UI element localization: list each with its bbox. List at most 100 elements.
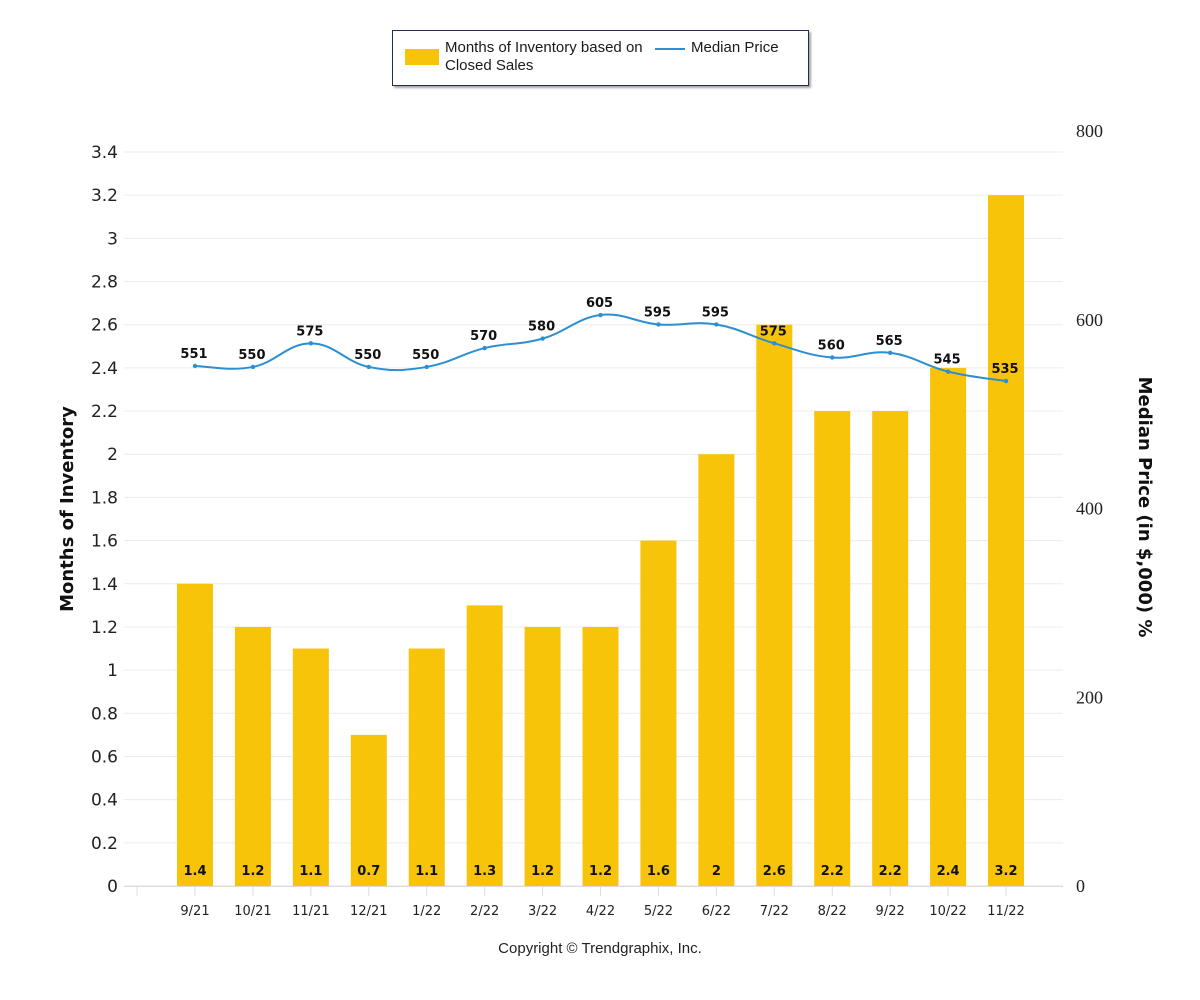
x-tick-label: 10/22	[929, 904, 966, 919]
bar	[466, 605, 503, 886]
x-tick-label: 11/21	[292, 904, 329, 919]
y2-tick-label: 600	[1076, 310, 1103, 330]
y-axis-right: 0 200 400 600 800	[1076, 121, 1103, 896]
bar-data-label: 1.2	[241, 864, 264, 879]
line-point	[482, 345, 487, 351]
x-tick-label: 7/22	[760, 904, 789, 919]
bar-data-label: 1.2	[589, 864, 612, 879]
bar-data-label: 1.1	[415, 864, 438, 879]
x-tick-label: 10/21	[234, 904, 271, 919]
line-point	[945, 369, 951, 374]
bar-series: 1.4 1.2 1.1 0.7 1.1 1.3 1.2 1.2 1.6 2 2.6 2.2 2.2 2.4…	[177, 195, 1025, 887]
copyright-text: Copyright © Trendgraphix, Inc.	[498, 940, 702, 957]
bar	[930, 367, 967, 887]
bar-data-label: 1.2	[531, 864, 554, 879]
bar-data-label: 1.6	[647, 864, 670, 879]
y-tick-label: 2.4	[91, 359, 118, 379]
bar	[582, 626, 619, 886]
line-point	[714, 322, 719, 327]
legend-swatch-inventory[interactable]	[405, 49, 439, 65]
bar-data-label: 2.2	[821, 864, 844, 879]
x-tick-label: 11/22	[987, 904, 1024, 919]
bar	[872, 411, 909, 886]
y2-tick-label: 0	[1076, 876, 1085, 896]
y-tick-label: 0.2	[91, 834, 118, 854]
bar-data-label: 2.6	[763, 864, 786, 879]
bar	[698, 454, 735, 886]
x-tick-label: 1/22	[412, 904, 441, 919]
x-tick-label: 4/22	[586, 904, 615, 919]
line-data-label: 575	[760, 324, 787, 339]
line-data-label: 545	[934, 353, 961, 368]
line-data-label: 550	[238, 348, 265, 363]
y-tick-label: 2	[107, 445, 118, 465]
line-data-label: 595	[702, 305, 729, 320]
line-point	[830, 355, 835, 360]
bar-data-label: 2.4	[937, 864, 960, 879]
line-point	[1003, 378, 1009, 384]
line-point	[887, 350, 893, 355]
x-tick-label: 8/22	[818, 904, 847, 919]
x-tick-label: 3/22	[528, 904, 557, 919]
y-tick-label: 0	[107, 877, 118, 897]
bar-data-label: 0.7	[357, 864, 380, 879]
x-tick-label: 6/22	[702, 904, 731, 919]
y-tick-label: 3	[107, 229, 118, 249]
x-tick-label: 12/21	[350, 904, 387, 919]
y2-tick-label: 400	[1076, 499, 1103, 519]
line-point	[772, 341, 777, 346]
bar	[408, 648, 445, 886]
legend-label-inventory[interactable]: Months of Inventory based on Closed Sale…	[445, 39, 643, 74]
line-data-label: 565	[876, 334, 903, 349]
y-axis-left: 0 0.2 0.4 0.6 0.8 1 1.2 1.4 1.6 1.8 2 2.2 2.4 2.6 2.8 3…	[91, 143, 118, 897]
y-tick-label: 1.8	[91, 488, 118, 508]
line-series: 551 550 575 550 550 570 580 605 595 595 575 560 565 5…	[180, 296, 1019, 384]
y-tick-label: 0.8	[91, 704, 118, 724]
bar	[350, 734, 387, 886]
x-axis: 9/21 10/21 11/21 12/21 1/22 2/22 3/22 4/22 5/22 6…	[124, 886, 1063, 919]
line-data-label: 560	[818, 339, 845, 354]
y-axis-left-title: Months of Inventory	[57, 406, 78, 612]
line-point	[250, 364, 256, 370]
y-tick-label: 1.6	[91, 532, 118, 552]
bar	[988, 195, 1025, 887]
y2-tick-label: 200	[1076, 687, 1103, 707]
y-tick-label: 1.2	[91, 618, 118, 638]
line-point	[192, 363, 198, 369]
bar-data-label: 1.4	[183, 864, 206, 879]
x-tick-label: 9/21	[180, 904, 209, 919]
bar	[292, 648, 329, 886]
y-tick-label: 3.2	[91, 186, 118, 206]
y-tick-label: 1.4	[91, 575, 118, 595]
line-data-label: 535	[991, 362, 1018, 377]
bar	[640, 540, 677, 886]
line-data-label: 550	[412, 348, 439, 363]
line-point	[540, 336, 545, 341]
line-data-label: 605	[586, 296, 613, 311]
x-tick-label: 5/22	[644, 904, 673, 919]
legend-label-median-price[interactable]: Median Price	[691, 39, 779, 56]
line-point	[424, 364, 429, 370]
y-tick-label: 2.6	[91, 316, 118, 336]
y2-tick-label: 800	[1076, 121, 1103, 141]
bar-data-label: 1.1	[299, 864, 322, 879]
bar-data-label: 1.3	[473, 864, 496, 879]
line-point	[366, 364, 371, 370]
bar	[756, 324, 793, 886]
bar-data-label: 3.2	[995, 864, 1018, 879]
legend-swatch-median-price[interactable]	[655, 48, 685, 50]
x-tick-label: 9/22	[876, 904, 905, 919]
line-data-label: 570	[470, 329, 497, 344]
line-data-label: 550	[354, 348, 381, 363]
line-point	[598, 312, 603, 318]
line-point	[308, 341, 314, 346]
bar	[234, 626, 271, 886]
line-point	[656, 322, 661, 327]
bar-data-label: 2	[712, 864, 721, 879]
line-data-label: 580	[528, 320, 555, 335]
x-tick-label: 2/22	[470, 904, 499, 919]
y-tick-label: 3.4	[91, 143, 118, 163]
y-tick-label: 1	[107, 661, 118, 681]
y-tick-label: 0.4	[91, 791, 118, 811]
